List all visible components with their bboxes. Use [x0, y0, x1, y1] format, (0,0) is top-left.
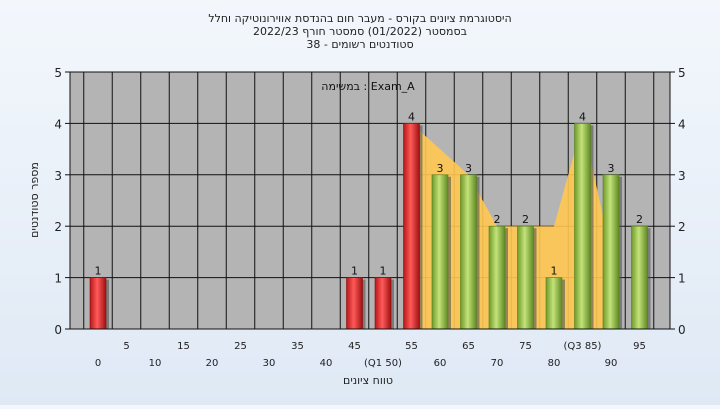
data-label-60: 3	[437, 162, 444, 175]
data-label-95: 2	[636, 213, 643, 226]
x-tick-label: 55	[405, 341, 418, 352]
y-tick-label-right: 5	[678, 66, 686, 80]
bar-55	[403, 123, 420, 330]
x-tick-label: 15	[177, 341, 190, 352]
y-axis-label: מספר סטודנטים	[28, 162, 41, 238]
x-tick-label: 35	[291, 341, 304, 352]
x-tick-label: 25	[234, 341, 247, 352]
x-axis-label: טווח ציונים	[343, 374, 393, 387]
x-tick-label: (Q1 50)	[364, 358, 402, 369]
chart-annotation: במשימה : Exam_A	[321, 80, 415, 93]
bar-series	[89, 123, 651, 330]
x-tick-label: 30	[263, 358, 276, 369]
bar-90	[602, 174, 620, 330]
data-label-65: 3	[465, 162, 472, 175]
bar-95	[631, 225, 648, 330]
x-tick-label: 70	[491, 358, 504, 369]
y-tick-label-right: 3	[678, 169, 686, 183]
bar-50	[374, 277, 392, 330]
x-tick-label: 95	[633, 341, 646, 352]
x-tick-label: 5	[123, 341, 129, 352]
bar-85	[574, 123, 591, 330]
y-tick-label-left: 0	[54, 323, 62, 337]
data-label-75: 2	[522, 213, 529, 226]
x-tick-label: 65	[462, 341, 475, 352]
y-tick-label-right: 0	[678, 323, 686, 337]
bar-80	[545, 277, 563, 330]
axes: 0 01 12 23 34 45 55 15 25 35 45 55 65 75 (Q3 85) 950 10 2…	[54, 66, 685, 369]
y-tick-label-left: 3	[54, 169, 62, 183]
bar-65	[460, 174, 477, 330]
chart-subtitle: בסמסטר (01/2022) סמסטר חורף 2022/23	[253, 25, 467, 38]
x-tick-label: 45	[348, 341, 361, 352]
chart-title: היסטוגרמת ציונים בקורס - מעבר חום בהנדסת…	[208, 12, 511, 25]
bar-60	[431, 174, 449, 330]
data-label-85: 4	[579, 110, 586, 123]
x-tick-label: 10	[149, 358, 162, 369]
y-tick-label-left: 2	[54, 220, 62, 234]
bar-45	[346, 277, 363, 330]
chart-subtitle-registered: סטודנטים רשומים - 38	[306, 38, 413, 51]
y-tick-label-right: 2	[678, 220, 686, 234]
bar-70	[488, 225, 506, 330]
data-label-45: 1	[351, 265, 358, 278]
data-label-0: 1	[95, 265, 102, 278]
data-label-80: 1	[551, 265, 558, 278]
x-tick-label: 20	[206, 358, 219, 369]
data-label-50: 1	[380, 265, 387, 278]
x-tick-label: 80	[548, 358, 561, 369]
x-tick-label: 60	[434, 358, 447, 369]
data-labels: 1 1 1 4 3 3 2 2 1 4 3 2	[95, 110, 644, 277]
y-tick-label-left: 4	[54, 117, 62, 131]
y-tick-label-left: 5	[54, 66, 62, 80]
data-label-55: 4	[408, 110, 415, 123]
y-tick-label-right: 1	[678, 272, 686, 286]
x-tick-label: 90	[605, 358, 618, 369]
y-tick-label-left: 1	[54, 272, 62, 286]
x-tick-label: (Q3 85)	[564, 341, 602, 352]
plot-border	[69, 71, 671, 330]
bar-0	[89, 277, 107, 330]
y-tick-label-right: 4	[678, 117, 686, 131]
x-tick-label: 0	[95, 358, 101, 369]
x-tick-label: 75	[519, 341, 532, 352]
x-tick-label: 40	[320, 358, 333, 369]
bar-75	[517, 225, 534, 330]
data-label-90: 3	[608, 162, 615, 175]
data-label-70: 2	[494, 213, 501, 226]
